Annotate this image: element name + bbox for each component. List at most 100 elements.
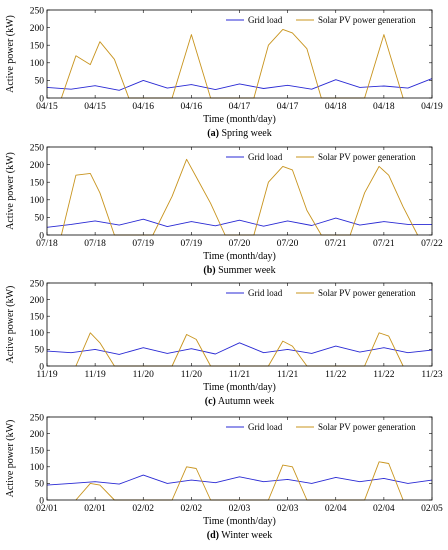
y-tick-label: 0	[39, 362, 44, 372]
y-tick-label: 50	[35, 214, 45, 224]
x-tick-label: 02/01	[36, 504, 58, 514]
y-tick-label: 150	[30, 179, 45, 189]
x-tick-label: 02/03	[277, 504, 299, 514]
x-axis-label: Time (month/day)	[203, 516, 276, 527]
x-tick-label: 11/22	[373, 370, 395, 380]
y-tick-label: 0	[39, 94, 44, 104]
x-tick-label: 04/15	[84, 102, 106, 112]
x-tick-label: 04/18	[325, 102, 347, 112]
y-axis-label: Active power (kW)	[5, 152, 16, 230]
series-line-grid-load	[46, 217, 432, 228]
legend: Grid load Solar PV power generation	[226, 15, 416, 25]
x-tick-label: 04/17	[229, 102, 251, 112]
y-tick-label: 150	[30, 313, 45, 323]
y-tick-label: 50	[35, 346, 45, 356]
legend-label: Grid load	[248, 152, 283, 162]
y-tick-label: 250	[30, 143, 45, 153]
x-tick-label: 04/17	[277, 102, 299, 112]
legend: Grid load Solar PV power generation	[226, 422, 416, 432]
subfigure-caption: (d) Winter week	[207, 530, 273, 541]
plot-frame	[46, 146, 433, 236]
x-tick-label: 07/19	[132, 239, 154, 249]
x-tick-label: 07/21	[325, 239, 347, 249]
chart-panel-2: 0 50 100 150 200 250 07/18 07/18 07/19 07/19 07/20…	[5, 143, 443, 276]
series-line-solar-pv	[75, 332, 404, 367]
y-tick-label: 250	[30, 413, 45, 423]
y-tick-label: 150	[30, 447, 45, 457]
y-tick-label: 200	[30, 24, 45, 34]
subfigure-caption: (a) Spring week	[207, 128, 271, 139]
y-axis-label: Active power (kW)	[5, 15, 16, 93]
x-tick-label: 11/22	[325, 370, 347, 380]
legend-label: Solar PV power generation	[318, 15, 416, 25]
series-line-solar-pv	[60, 28, 404, 99]
x-tick-label: 11/20	[133, 370, 155, 380]
x-axis-label: Time (month/day)	[203, 382, 276, 393]
y-tick-label: 100	[30, 196, 45, 206]
chart-panel-1: 0 50 100 150 200 250 04/15 04/15 04/16 04/16 04/17…	[5, 6, 443, 139]
series-line-grid-load	[46, 78, 433, 91]
y-tick-label: 250	[30, 6, 45, 16]
x-tick-label: 11/20	[181, 370, 203, 380]
x-tick-label: 07/20	[229, 239, 251, 249]
subfigure-caption: (b) Summer week	[203, 265, 275, 276]
y-tick-label: 100	[30, 59, 45, 69]
x-tick-label: 04/15	[36, 102, 58, 112]
x-tick-label: 07/21	[373, 239, 395, 249]
x-tick-label: 04/16	[132, 102, 154, 112]
chart-panel-3: 0 50 100 150 200 250 11/19 11/19 11/20 11/20 11/21…	[5, 279, 443, 407]
plot-frame	[46, 416, 433, 501]
y-axis-label: Active power (kW)	[5, 420, 16, 498]
plot-frame	[46, 282, 433, 367]
x-tick-label: 04/19	[421, 102, 443, 112]
x-tick-label: 11/21	[277, 370, 299, 380]
subfigure-caption: (c) Autumn week	[205, 396, 274, 407]
x-axis-label: Time (month/day)	[203, 114, 276, 125]
y-tick-label: 200	[30, 161, 45, 171]
x-tick-label: 07/19	[181, 239, 203, 249]
series-line-grid-load	[46, 474, 433, 486]
series-line-grid-load	[46, 342, 433, 355]
legend-label: Solar PV power generation	[318, 288, 416, 298]
x-axis-label: Time (month/day)	[203, 251, 276, 262]
x-tick-label: 04/16	[181, 102, 203, 112]
y-tick-label: 50	[35, 480, 45, 490]
legend-label: Grid load	[248, 288, 283, 298]
x-tick-label: 07/20	[277, 239, 299, 249]
x-tick-label: 02/02	[181, 504, 203, 514]
x-tick-label: 02/02	[132, 504, 154, 514]
x-tick-label: 02/04	[325, 504, 347, 514]
x-tick-label: 07/22	[421, 239, 443, 249]
legend-label: Solar PV power generation	[318, 152, 416, 162]
y-tick-label: 50	[35, 77, 45, 87]
plot-frame	[46, 9, 433, 99]
y-tick-label: 150	[30, 42, 45, 52]
x-tick-label: 04/18	[373, 102, 395, 112]
x-tick-label: 11/19	[36, 370, 58, 380]
legend: Grid load Solar PV power generation	[226, 288, 416, 298]
y-tick-label: 200	[30, 430, 45, 440]
series-line-solar-pv	[60, 158, 419, 236]
x-tick-label: 02/01	[84, 504, 106, 514]
x-tick-label: 02/04	[373, 504, 395, 514]
legend: Grid load Solar PV power generation	[226, 152, 416, 162]
x-tick-label: 02/03	[229, 504, 251, 514]
x-tick-label: 02/05	[421, 504, 443, 514]
x-tick-label: 11/23	[421, 370, 443, 380]
y-tick-label: 200	[30, 296, 45, 306]
y-tick-label: 100	[30, 463, 45, 473]
x-tick-label: 11/21	[229, 370, 251, 380]
x-tick-label: 07/18	[36, 239, 58, 249]
x-tick-label: 07/18	[84, 239, 106, 249]
y-axis-label: Active power (kW)	[5, 286, 16, 364]
legend-label: Grid load	[248, 422, 283, 432]
y-tick-label: 0	[39, 231, 44, 241]
y-tick-label: 250	[30, 279, 45, 289]
y-tick-label: 0	[39, 496, 44, 506]
legend-label: Solar PV power generation	[318, 422, 416, 432]
legend-label: Grid load	[248, 15, 283, 25]
chart-panel-4: 0 50 100 150 200 250 02/01 02/01 02/02 02/02 02/03…	[5, 413, 443, 541]
y-tick-label: 100	[30, 329, 45, 339]
x-tick-label: 11/19	[84, 370, 106, 380]
